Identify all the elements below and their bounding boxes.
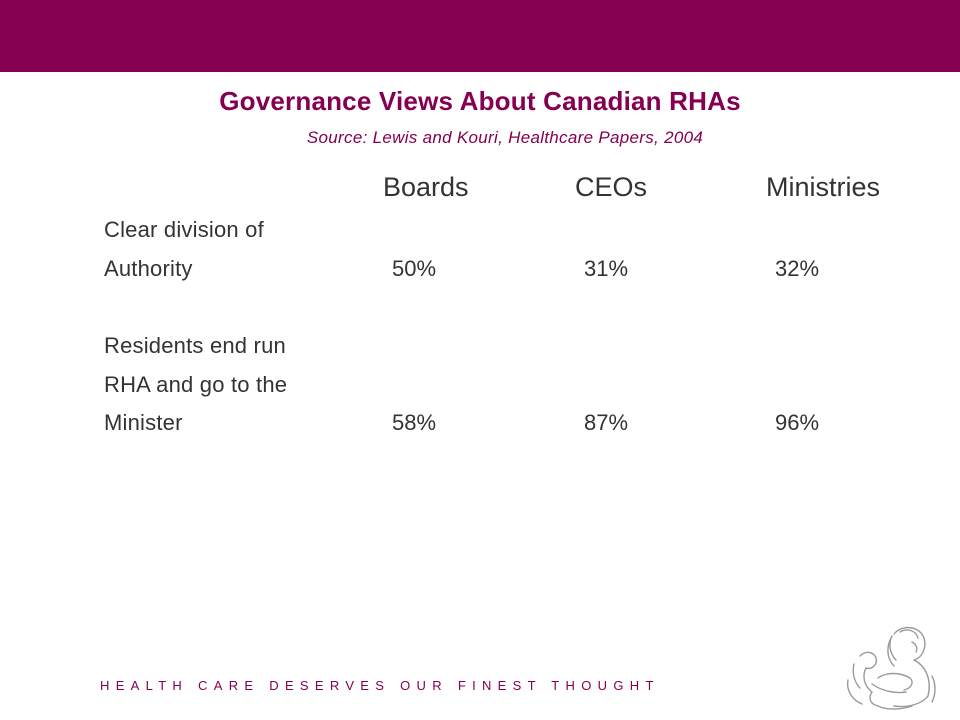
table-cell-ministries: 96% xyxy=(775,410,820,435)
row-label-line: Residents end run xyxy=(104,333,286,358)
column-header-ministries: Ministries xyxy=(766,172,881,202)
footer-tagline: HEALTH CARE DESERVES OUR FINEST THOUGHT xyxy=(100,678,660,693)
column-header-ceos: CEOs xyxy=(575,172,648,202)
column-header-boards: Boards xyxy=(383,172,469,202)
row-label-line: RHA and go to the xyxy=(104,372,288,397)
mother-child-line-art-icon xyxy=(846,627,936,710)
row-label-line: Authority xyxy=(104,256,193,281)
header-bar xyxy=(0,0,960,72)
row-label-line: Minister xyxy=(104,410,183,435)
table-cell-ceos: 87% xyxy=(584,410,629,435)
table-cell-boards: 50% xyxy=(392,256,437,281)
table-cell-ministries: 32% xyxy=(775,256,820,281)
row-label-line: Clear division of xyxy=(104,217,264,242)
table-cell-ceos: 31% xyxy=(584,256,629,281)
slide-title: Governance Views About Canadian RHAs xyxy=(219,86,741,116)
slide-subtitle: Source: Lewis and Kouri, Healthcare Pape… xyxy=(306,128,704,147)
table-cell-boards: 58% xyxy=(392,410,437,435)
